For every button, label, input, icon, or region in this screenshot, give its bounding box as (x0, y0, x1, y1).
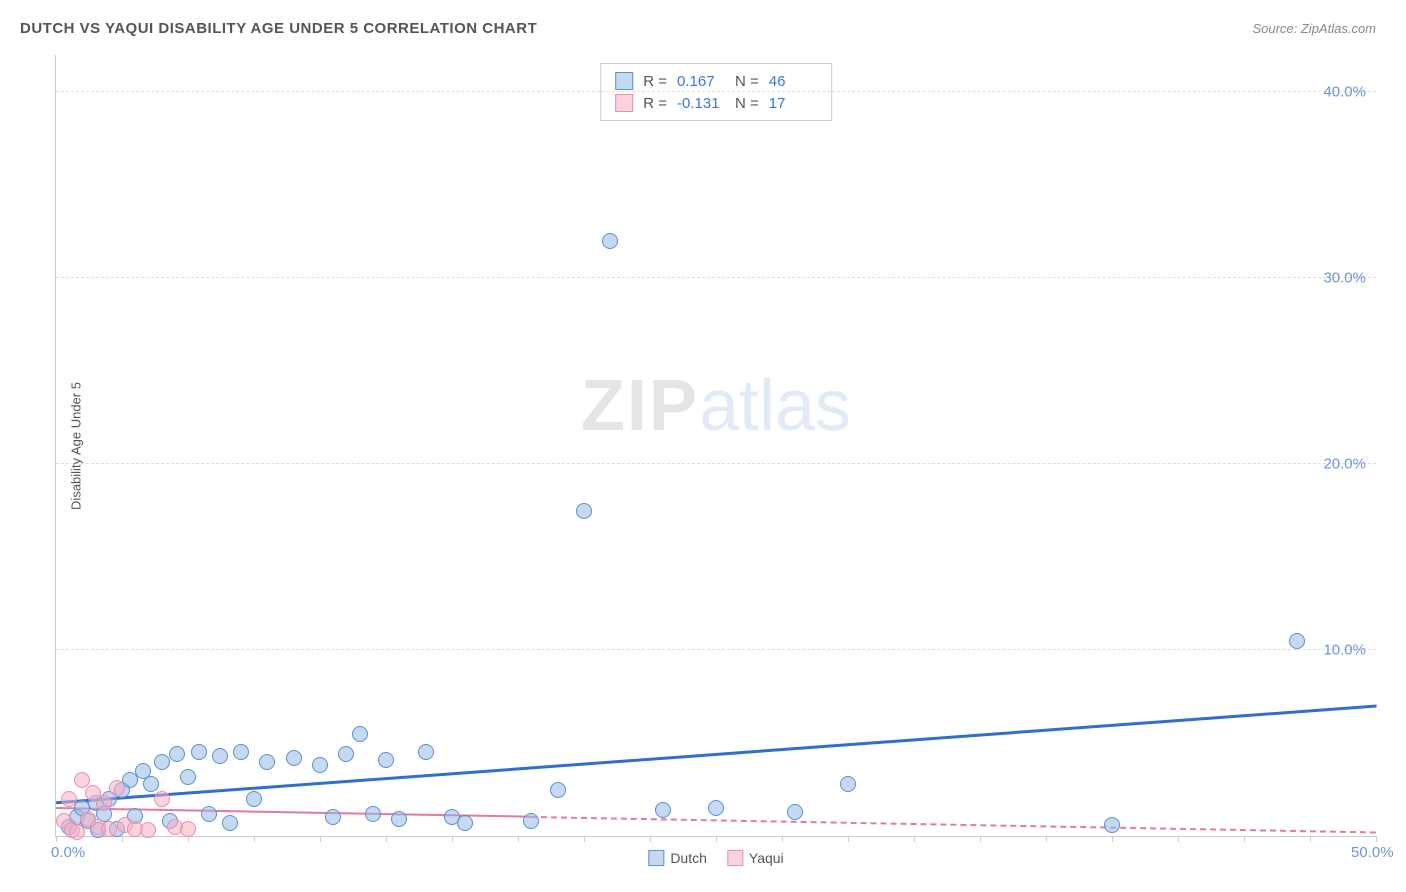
x-tick (1310, 836, 1311, 842)
x-tick (1046, 836, 1047, 842)
chart-title: DUTCH VS YAQUI DISABILITY AGE UNDER 5 CO… (20, 20, 537, 37)
data-point (378, 752, 394, 768)
data-point (286, 750, 302, 766)
x-tick (848, 836, 849, 842)
watermark: ZIPatlas (581, 365, 851, 447)
data-point (154, 791, 170, 807)
x-tick (1178, 836, 1179, 842)
legend-swatch (615, 94, 633, 112)
data-point (523, 813, 539, 829)
chart-plot-area: ZIPatlas R =0.167N =46R =-0.131N =17 Dut… (55, 55, 1376, 837)
x-tick (650, 836, 651, 842)
data-point (457, 815, 473, 831)
stats-row: R = 0.167 N = 46 (615, 70, 817, 92)
data-point (602, 233, 618, 249)
gridline (56, 649, 1376, 650)
x-tick (1376, 836, 1377, 842)
x-tick (254, 836, 255, 842)
y-tick-label: 20.0% (1323, 456, 1366, 473)
data-point (787, 804, 803, 820)
y-tick-label: 40.0% (1323, 84, 1366, 101)
data-point (191, 744, 207, 760)
data-point (233, 744, 249, 760)
data-point (140, 822, 156, 838)
data-point (352, 726, 368, 742)
data-point (550, 782, 566, 798)
x-tick-label: 50.0% (1351, 844, 1394, 861)
data-point (1104, 817, 1120, 833)
x-tick (56, 836, 57, 842)
trend-line (56, 705, 1376, 804)
data-point (61, 791, 77, 807)
data-point (338, 746, 354, 762)
legend-swatch (727, 850, 743, 866)
data-point (201, 806, 217, 822)
data-point (180, 821, 196, 837)
y-tick-label: 10.0% (1323, 642, 1366, 659)
n-label: N = (735, 95, 759, 112)
x-tick (320, 836, 321, 842)
data-point (246, 791, 262, 807)
x-tick (584, 836, 585, 842)
legend-label: Yaqui (749, 850, 784, 866)
series-legend: Dutch Yaqui (648, 850, 783, 866)
data-point (96, 795, 112, 811)
x-tick (518, 836, 519, 842)
data-point (1289, 633, 1305, 649)
x-tick (386, 836, 387, 842)
x-tick (188, 836, 189, 842)
x-tick (782, 836, 783, 842)
gridline (56, 277, 1376, 278)
data-point (840, 776, 856, 792)
data-point (180, 769, 196, 785)
data-point (708, 800, 724, 816)
n-value: 46 (769, 73, 817, 90)
data-point (69, 824, 85, 840)
data-point (365, 806, 381, 822)
data-point (312, 757, 328, 773)
gridline (56, 91, 1376, 92)
data-point (259, 754, 275, 770)
r-label: R = (643, 95, 667, 112)
data-point (169, 746, 185, 762)
data-point (655, 802, 671, 818)
x-tick (914, 836, 915, 842)
data-point (154, 754, 170, 770)
r-label: R = (643, 73, 667, 90)
x-tick (716, 836, 717, 842)
chart-header: DUTCH VS YAQUI DISABILITY AGE UNDER 5 CO… (20, 20, 1376, 37)
legend-item: Dutch (648, 850, 707, 866)
legend-swatch (615, 72, 633, 90)
x-tick-label: 0.0% (51, 844, 85, 861)
legend-swatch (648, 850, 664, 866)
r-value: 0.167 (677, 73, 725, 90)
x-tick (122, 836, 123, 842)
data-point (212, 748, 228, 764)
r-value: -0.131 (677, 95, 725, 112)
data-point (418, 744, 434, 760)
x-tick (980, 836, 981, 842)
trend-line (531, 816, 1376, 833)
data-point (391, 811, 407, 827)
n-label: N = (735, 73, 759, 90)
legend-item: Yaqui (727, 850, 784, 866)
x-tick (452, 836, 453, 842)
legend-label: Dutch (670, 850, 707, 866)
x-tick (1112, 836, 1113, 842)
watermark-zip: ZIP (581, 366, 699, 446)
data-point (101, 821, 117, 837)
data-point (576, 503, 592, 519)
data-point (109, 780, 125, 796)
data-point (143, 776, 159, 792)
gridline (56, 463, 1376, 464)
x-tick (1244, 836, 1245, 842)
source-attribution: Source: ZipAtlas.com (1252, 21, 1376, 36)
y-tick-label: 30.0% (1323, 270, 1366, 287)
data-point (325, 809, 341, 825)
data-point (222, 815, 238, 831)
n-value: 17 (769, 95, 817, 112)
stats-row: R = -0.131 N = 17 (615, 92, 817, 114)
watermark-atlas: atlas (699, 366, 851, 446)
